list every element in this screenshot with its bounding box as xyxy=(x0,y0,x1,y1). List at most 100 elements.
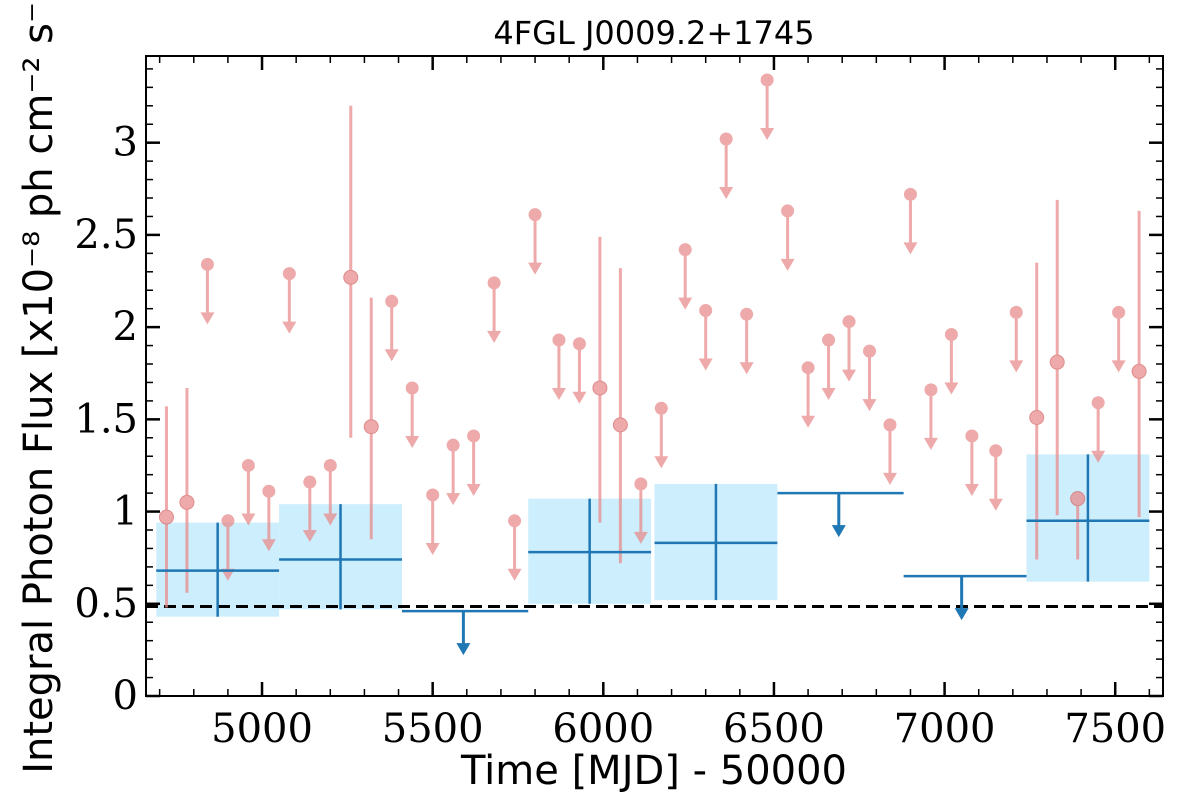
fine-ul-arrow xyxy=(487,282,502,343)
fine-ul-arrow xyxy=(1009,312,1024,373)
fine-ul-arrow-head xyxy=(862,399,877,412)
fine-ul-arrow xyxy=(739,314,754,375)
fine-ul-arrow xyxy=(780,210,795,271)
fine-ul-arrow-head xyxy=(988,498,1003,511)
fine-ul-arrow-head xyxy=(842,369,857,382)
fine-upper-limit xyxy=(988,444,1003,511)
y-tick-label: 0.5 xyxy=(74,581,138,627)
fine-ul-arrow-head xyxy=(282,321,297,334)
fine-ul-arrow xyxy=(633,483,648,544)
fine-marker xyxy=(363,419,379,435)
fine-detection-point xyxy=(1131,210,1147,518)
fine-upper-limit xyxy=(719,132,734,199)
fine-marker xyxy=(592,380,608,396)
fine-ul-arrow-head xyxy=(903,242,918,255)
fine-upper-limit xyxy=(923,383,938,450)
y-axis-label: Integral Photon Flux [x10⁻⁸ ph cm⁻² s⁻¹] xyxy=(16,0,62,774)
fine-upper-limit xyxy=(200,257,215,325)
fine-ul-arrow-head xyxy=(654,456,669,469)
fine-ul-arrow-head xyxy=(698,358,713,371)
fine-ul-arrow xyxy=(405,387,420,448)
fine-detection-point xyxy=(179,387,195,593)
fine-detection-point xyxy=(158,406,174,608)
fine-upper-limit xyxy=(572,337,587,404)
coarse-upper-limit xyxy=(777,491,904,538)
fine-ul-arrow-head xyxy=(719,186,734,199)
fine-ul-arrow-head xyxy=(678,297,693,310)
fine-ul-arrow xyxy=(323,465,338,526)
coarse-detection-point xyxy=(654,483,778,601)
fine-marker xyxy=(343,269,359,285)
coarse-bin-points xyxy=(156,454,1150,656)
fine-ul-arrow xyxy=(842,321,857,382)
fine-ul-arrow xyxy=(572,343,587,404)
fine-detection-point xyxy=(1070,491,1086,560)
fine-ul-arrow xyxy=(801,367,816,428)
axes-frame xyxy=(145,55,1164,697)
fine-ul-arrow-head xyxy=(466,483,481,496)
fine-upper-limit xyxy=(903,187,918,255)
coarse-detection-point xyxy=(156,522,280,617)
fine-ul-arrow-head xyxy=(821,388,836,401)
fine-upper-limit xyxy=(821,333,836,401)
fine-upper-limit xyxy=(882,418,897,485)
coarse-upper-limit xyxy=(903,574,1027,621)
fine-ul-arrow xyxy=(282,273,297,334)
plot-frame xyxy=(145,55,1164,697)
fine-ul-arrow xyxy=(821,340,836,401)
fine-detection-point xyxy=(343,105,359,438)
fine-ul-arrow xyxy=(241,465,256,526)
y-tick-label: 2 xyxy=(113,304,138,350)
fine-ul-arrow xyxy=(200,264,215,325)
fine-detection-point xyxy=(1029,262,1045,560)
fine-ul-arrow-head xyxy=(780,258,795,271)
coarse-detection-point xyxy=(528,498,652,604)
fine-bin-points xyxy=(158,73,1147,608)
coarse-ul-arrow xyxy=(456,611,471,656)
fine-upper-limit xyxy=(384,294,399,362)
coarse-ul-arrow xyxy=(831,493,846,538)
fine-marker xyxy=(1131,363,1147,379)
x-tick-label: 6500 xyxy=(723,706,825,752)
fine-upper-limit xyxy=(964,429,979,496)
fine-upper-limit xyxy=(302,475,317,543)
fine-ul-arrow-head xyxy=(446,493,461,506)
x-tick-label: 5500 xyxy=(382,706,484,752)
fine-ul-arrow-head xyxy=(323,513,338,526)
fine-marker xyxy=(612,417,628,433)
fine-ul-arrow xyxy=(551,340,566,401)
y-axis-ticks: 0 0.5 1 1.5 2 2.5 3 xyxy=(74,68,1163,719)
fine-detection-point xyxy=(592,236,608,523)
x-tick-label: 7500 xyxy=(1064,706,1166,752)
fine-detection-point xyxy=(612,268,628,564)
fine-upper-limit xyxy=(678,243,693,310)
fine-marker xyxy=(158,509,174,525)
x-tick-label: 6000 xyxy=(552,706,654,752)
fine-ul-arrow-head xyxy=(801,415,816,428)
coarse-ul-arrow xyxy=(954,576,969,621)
coarse-detection-point xyxy=(1026,454,1150,582)
fine-ul-arrow xyxy=(988,450,1003,511)
fine-ul-arrow-head xyxy=(487,330,502,343)
fine-upper-limit xyxy=(528,208,543,275)
fine-ul-arrow xyxy=(446,445,461,506)
fine-ul-arrow xyxy=(425,494,440,555)
fine-ul-arrow-head xyxy=(507,568,522,581)
y-tick-label: 1.5 xyxy=(74,396,138,442)
fine-upper-limit xyxy=(507,514,522,581)
x-tick-label: 5000 xyxy=(211,706,313,752)
fine-ul-arrow-head xyxy=(572,391,587,404)
coarse-ul-arrow-head xyxy=(456,643,471,656)
chart-title: 4FGL J0009.2+1745 xyxy=(493,14,814,52)
fine-upper-limit xyxy=(261,484,276,552)
fine-ul-arrow xyxy=(862,351,877,412)
fine-ul-arrow-head xyxy=(551,388,566,401)
fine-ul-arrow-head xyxy=(923,437,938,450)
y-tick-label: 0 xyxy=(113,673,138,719)
fine-upper-limit xyxy=(405,381,420,448)
fine-ul-arrow-head xyxy=(964,483,979,496)
fine-upper-limit xyxy=(446,438,461,506)
fine-ul-arrow xyxy=(944,334,959,395)
fine-ul-arrow-head xyxy=(405,435,420,448)
fine-detection-point xyxy=(363,297,379,540)
